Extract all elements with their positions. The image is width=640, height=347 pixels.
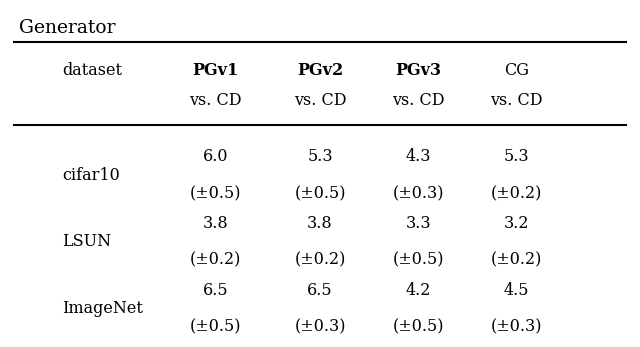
- Text: (±0.5): (±0.5): [190, 318, 241, 335]
- Text: 3.8: 3.8: [307, 215, 333, 232]
- Text: (±0.2): (±0.2): [294, 252, 346, 269]
- Text: 5.3: 5.3: [504, 149, 529, 165]
- Text: 6.5: 6.5: [307, 282, 333, 298]
- Text: 3.2: 3.2: [504, 215, 529, 232]
- Text: PGv2: PGv2: [297, 62, 343, 79]
- Text: Generator: Generator: [19, 19, 115, 36]
- Text: PGv3: PGv3: [396, 62, 442, 79]
- Text: 4.2: 4.2: [406, 282, 431, 298]
- Text: PGv1: PGv1: [193, 62, 239, 79]
- Text: 4.3: 4.3: [406, 149, 431, 165]
- Text: CG: CG: [504, 62, 529, 79]
- Text: vs. CD: vs. CD: [490, 92, 543, 109]
- Text: (±0.5): (±0.5): [392, 318, 444, 335]
- Text: (±0.5): (±0.5): [392, 252, 444, 269]
- Text: 3.3: 3.3: [406, 215, 431, 232]
- Text: vs. CD: vs. CD: [294, 92, 346, 109]
- Text: 6.5: 6.5: [203, 282, 228, 298]
- Text: 6.0: 6.0: [203, 149, 228, 165]
- Text: 3.8: 3.8: [203, 215, 228, 232]
- Text: cifar10: cifar10: [62, 167, 120, 184]
- Text: LSUN: LSUN: [62, 233, 111, 250]
- Text: ImageNet: ImageNet: [62, 300, 143, 317]
- Text: (±0.5): (±0.5): [190, 185, 241, 202]
- Text: 4.5: 4.5: [504, 282, 529, 298]
- Text: (±0.3): (±0.3): [294, 318, 346, 335]
- Text: 5.3: 5.3: [307, 149, 333, 165]
- Text: (±0.2): (±0.2): [491, 252, 542, 269]
- Text: vs. CD: vs. CD: [392, 92, 445, 109]
- Text: (±0.2): (±0.2): [491, 185, 542, 202]
- Text: (±0.2): (±0.2): [190, 252, 241, 269]
- Text: vs. CD: vs. CD: [189, 92, 242, 109]
- Text: (±0.5): (±0.5): [294, 185, 346, 202]
- Text: dataset: dataset: [62, 62, 122, 79]
- Text: (±0.3): (±0.3): [392, 185, 444, 202]
- Text: (±0.3): (±0.3): [491, 318, 542, 335]
